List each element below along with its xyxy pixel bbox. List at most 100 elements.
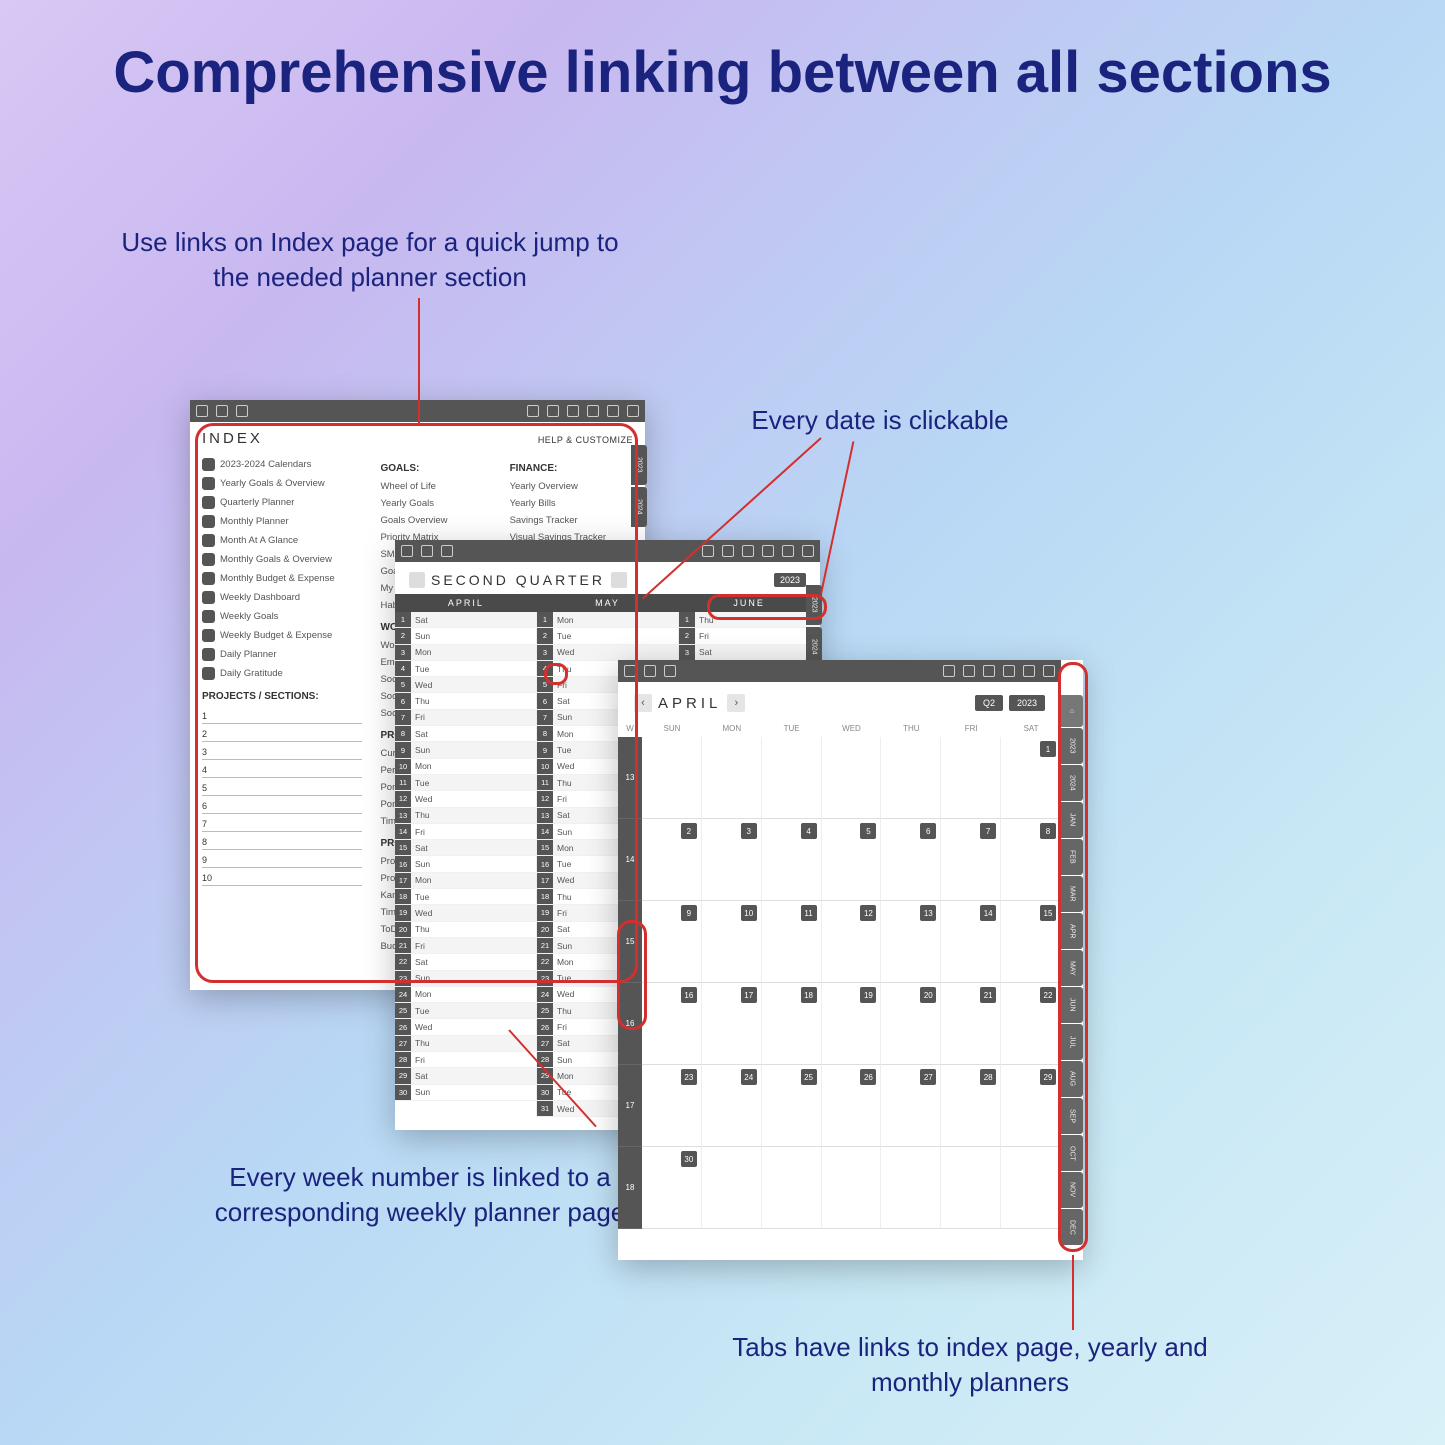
calendar-cell[interactable]: 4 xyxy=(762,819,822,901)
calendar-cell[interactable]: 26 xyxy=(822,1065,882,1147)
nav-icon[interactable] xyxy=(963,665,975,677)
date-row[interactable]: 2Sun xyxy=(395,628,536,644)
date-row[interactable]: 5Wed xyxy=(395,677,536,693)
month-tab[interactable]: JUN xyxy=(1061,987,1083,1023)
next-quarter-button[interactable] xyxy=(611,572,627,588)
calendar-cell[interactable]: 19 xyxy=(822,983,882,1065)
nav-icon[interactable] xyxy=(527,405,539,417)
nav-icon[interactable] xyxy=(702,545,714,557)
project-slot[interactable]: 9 xyxy=(202,850,362,868)
week-number[interactable]: 15 xyxy=(618,901,642,983)
project-slot[interactable]: 10 xyxy=(202,868,362,886)
date-row[interactable]: 6Thu xyxy=(395,693,536,709)
date-row[interactable]: 22Sat xyxy=(395,954,536,970)
index-link[interactable]: 2023-2024 Calendars xyxy=(202,455,362,474)
year-tab[interactable]: 2023 xyxy=(631,445,647,485)
nav-icon[interactable] xyxy=(782,545,794,557)
project-slot[interactable]: 4 xyxy=(202,760,362,778)
date-row[interactable]: 3Mon xyxy=(395,645,536,661)
date-row[interactable]: 29Sat xyxy=(395,1068,536,1084)
date-row[interactable]: 15Sat xyxy=(395,840,536,856)
year-badge[interactable]: 2023 xyxy=(774,573,806,587)
index-link[interactable]: Savings Tracker xyxy=(510,512,633,529)
calendar-cell[interactable]: 8 xyxy=(1001,819,1061,901)
calendar-cell[interactable]: 23 xyxy=(642,1065,702,1147)
index-link[interactable]: Quarterly Planner xyxy=(202,493,362,512)
project-slot[interactable]: 6 xyxy=(202,796,362,814)
nav-icon[interactable] xyxy=(742,545,754,557)
index-link[interactable]: Yearly Overview xyxy=(510,478,633,495)
help-link[interactable]: HELP & CUSTOMIZE xyxy=(538,435,633,445)
date-row[interactable]: 12Wed xyxy=(395,791,536,807)
calendar-cell[interactable]: 3 xyxy=(702,819,762,901)
date-row[interactable]: 16Sun xyxy=(395,856,536,872)
month-tab[interactable]: AUG xyxy=(1061,1061,1083,1097)
date-row[interactable]: 2Tue xyxy=(537,628,678,644)
prev-quarter-button[interactable] xyxy=(409,572,425,588)
date-row[interactable]: 10Mon xyxy=(395,759,536,775)
date-row[interactable]: 3Sat xyxy=(679,645,820,661)
calendar-cell[interactable]: 5 xyxy=(822,819,882,901)
week-number[interactable]: 16 xyxy=(618,983,642,1065)
calendar-cell[interactable]: 24 xyxy=(702,1065,762,1147)
calendar-cell[interactable]: 27 xyxy=(881,1065,941,1147)
check-icon[interactable] xyxy=(441,545,453,557)
date-row[interactable]: 1Thu xyxy=(679,612,820,628)
date-row[interactable]: 21Fri xyxy=(395,938,536,954)
calendar-cell[interactable]: 21 xyxy=(941,983,1001,1065)
nav-icon[interactable] xyxy=(1023,665,1035,677)
nav-icon[interactable] xyxy=(607,405,619,417)
calendar-cell[interactable]: 29 xyxy=(1001,1065,1061,1147)
date-row[interactable]: 7Fri xyxy=(395,710,536,726)
home-icon[interactable] xyxy=(401,545,413,557)
month-tab[interactable]: OCT xyxy=(1061,1135,1083,1171)
calendar-cell[interactable]: 6 xyxy=(881,819,941,901)
nav-icon[interactable] xyxy=(547,405,559,417)
index-link[interactable]: Monthly Goals & Overview xyxy=(202,550,362,569)
index-link[interactable]: Yearly Goals xyxy=(380,495,491,512)
index-link[interactable]: Yearly Bills xyxy=(510,495,633,512)
check-icon[interactable] xyxy=(664,665,676,677)
nav-icon[interactable] xyxy=(627,405,639,417)
calendar-cell[interactable]: 17 xyxy=(702,983,762,1065)
date-row[interactable]: 26Wed xyxy=(395,1019,536,1035)
week-number[interactable]: 18 xyxy=(618,1147,642,1229)
index-link[interactable]: Month At A Glance xyxy=(202,531,362,550)
year-tab[interactable]: 2024 xyxy=(631,487,647,527)
calendar-cell[interactable]: 14 xyxy=(941,901,1001,983)
calendar-cell[interactable]: 15 xyxy=(1001,901,1061,983)
month-tab[interactable]: FEB xyxy=(1061,839,1083,875)
week-number[interactable]: 13 xyxy=(618,737,642,819)
calendar-cell[interactable]: 1 xyxy=(1001,737,1061,819)
calendar-cell[interactable]: 12 xyxy=(822,901,882,983)
month-tab[interactable]: APR xyxy=(1061,913,1083,949)
date-row[interactable]: 30Sun xyxy=(395,1085,536,1101)
year-badge[interactable]: 2023 xyxy=(1009,695,1045,711)
project-slot[interactable]: 2 xyxy=(202,724,362,742)
month-tab[interactable]: NOV xyxy=(1061,1172,1083,1208)
nav-icon[interactable] xyxy=(587,405,599,417)
week-number[interactable]: 14 xyxy=(618,819,642,901)
project-slot[interactable]: 1 xyxy=(202,706,362,724)
month-tab[interactable]: SEP xyxy=(1061,1098,1083,1134)
month-tab[interactable]: MAR xyxy=(1061,876,1083,912)
date-row[interactable]: 25Tue xyxy=(395,1003,536,1019)
date-row[interactable]: 9Sun xyxy=(395,742,536,758)
index-link[interactable]: Weekly Dashboard xyxy=(202,588,362,607)
nav-icon[interactable] xyxy=(722,545,734,557)
date-row[interactable]: 11Tue xyxy=(395,775,536,791)
month-tab[interactable]: JUL xyxy=(1061,1024,1083,1060)
week-number[interactable]: 17 xyxy=(618,1065,642,1147)
year-tab[interactable]: 2023 xyxy=(1061,728,1083,764)
calendar-cell[interactable]: 18 xyxy=(762,983,822,1065)
date-row[interactable]: 23Sun xyxy=(395,971,536,987)
date-row[interactable]: 1Mon xyxy=(537,612,678,628)
calendar-cell[interactable]: 9 xyxy=(642,901,702,983)
project-slot[interactable]: 7 xyxy=(202,814,362,832)
prev-month-button[interactable]: ‹ xyxy=(634,694,652,712)
calendar-cell[interactable]: 11 xyxy=(762,901,822,983)
date-row[interactable]: 28Fri xyxy=(395,1052,536,1068)
year-tab[interactable]: 2024 xyxy=(1061,765,1083,801)
project-slot[interactable]: 8 xyxy=(202,832,362,850)
nav-icon[interactable] xyxy=(567,405,579,417)
